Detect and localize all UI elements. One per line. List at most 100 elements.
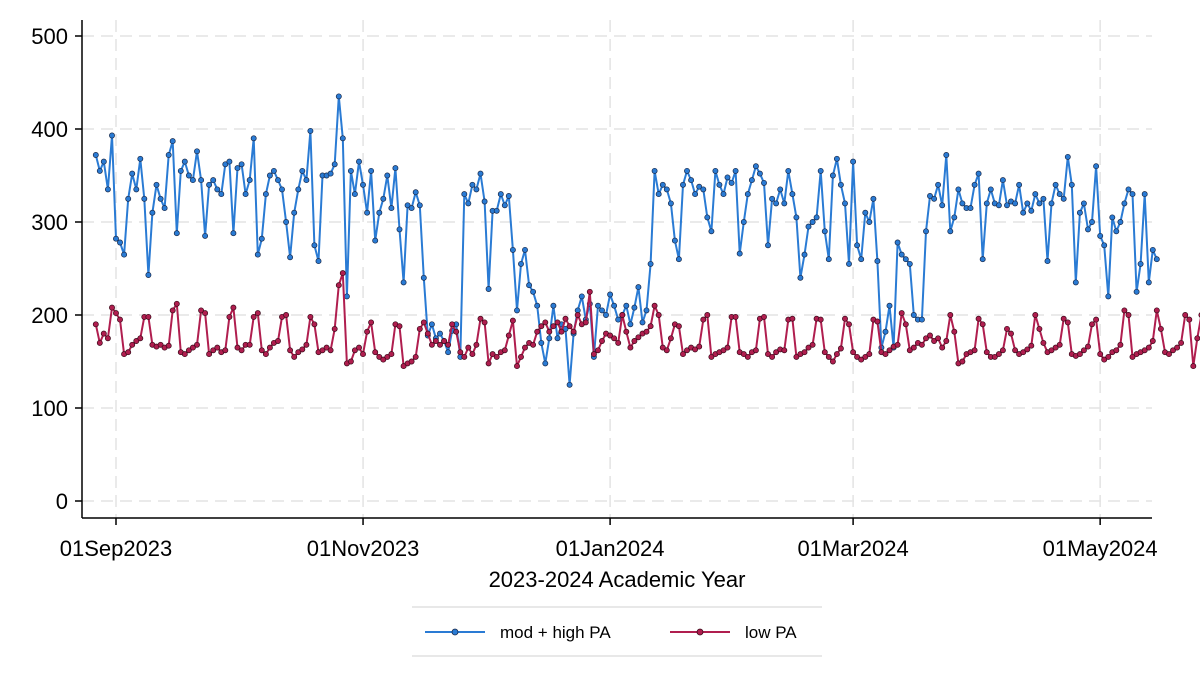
data-point (230, 304, 237, 311)
data-point (898, 251, 905, 258)
data-point (96, 339, 103, 346)
data-point (599, 338, 605, 344)
data-point (96, 167, 103, 174)
data-point (335, 93, 342, 100)
data-point (894, 341, 901, 348)
data-point (623, 302, 630, 309)
data-point (368, 319, 375, 326)
data-point (481, 198, 488, 205)
data-point (113, 310, 119, 317)
data-point (724, 174, 731, 181)
y-tick-label: 400 (31, 117, 68, 142)
data-point (951, 328, 958, 335)
data-point (744, 191, 751, 198)
data-point (866, 219, 873, 225)
data-point (364, 328, 371, 335)
data-point (858, 256, 865, 263)
data-point (1129, 353, 1136, 360)
data-point (279, 186, 285, 193)
data-point (809, 219, 816, 225)
data-point (842, 200, 848, 207)
data-point (1024, 200, 1031, 207)
data-point (1072, 279, 1079, 286)
data-point (667, 335, 674, 342)
data-point (473, 186, 480, 193)
data-point (125, 349, 132, 356)
data-point (185, 347, 192, 354)
data-point (975, 170, 982, 177)
legend-label-mod-high-pa: mod + high PA (500, 623, 611, 642)
legend-item-mod-high-pa: mod + high PA (425, 623, 611, 642)
data-point (1101, 242, 1108, 249)
data-point (485, 286, 492, 292)
data-point (1141, 347, 1148, 354)
data-point (546, 335, 553, 342)
data-point (372, 349, 379, 356)
data-point (906, 260, 913, 267)
data-point (493, 353, 500, 360)
data-point (894, 239, 901, 246)
data-point (303, 341, 310, 348)
data-point (744, 353, 751, 360)
data-point (947, 228, 954, 235)
data-point (789, 315, 796, 322)
data-point (432, 338, 439, 344)
data-point (307, 127, 314, 134)
data-point (311, 242, 318, 249)
data-point (939, 202, 946, 209)
data-point (574, 312, 581, 318)
data-point (145, 272, 152, 278)
data-point (181, 158, 188, 165)
data-point (959, 358, 966, 365)
data-point (821, 349, 828, 356)
data-point (1012, 347, 1019, 354)
data-point (805, 223, 812, 230)
data-point (501, 202, 508, 209)
data-point (898, 310, 905, 317)
data-point (1190, 363, 1197, 370)
data-point (250, 135, 257, 142)
series-layer (92, 93, 1200, 388)
data-point (821, 228, 828, 235)
data-point (214, 186, 221, 193)
data-point (1028, 207, 1035, 214)
data-point (129, 341, 136, 348)
data-point (902, 256, 909, 263)
data-point (481, 319, 488, 326)
data-point (1080, 200, 1087, 207)
data-point (599, 307, 605, 314)
legend: mod + high PA low PA (412, 606, 822, 657)
data-point (1036, 200, 1043, 207)
data-point (586, 288, 593, 295)
y-tick-label: 0 (56, 489, 68, 514)
data-point (356, 344, 362, 351)
data-point (198, 307, 205, 314)
data-point (562, 315, 569, 322)
data-point (420, 319, 427, 326)
data-point (501, 347, 508, 354)
data-point (392, 165, 399, 172)
data-point (437, 341, 443, 348)
series-low-pa (92, 270, 1200, 370)
data-point (923, 335, 929, 342)
data-point (631, 304, 638, 311)
data-point (356, 158, 362, 165)
data-point (619, 312, 626, 318)
data-point (906, 347, 913, 354)
data-point (335, 282, 342, 289)
data-point (1064, 319, 1071, 326)
data-point (469, 351, 476, 358)
data-point (1178, 339, 1185, 346)
data-point (773, 200, 780, 207)
data-point (104, 186, 111, 193)
data-point (437, 330, 443, 337)
data-point (902, 321, 909, 328)
data-point (372, 237, 379, 244)
data-point (663, 347, 670, 354)
data-point (218, 191, 225, 198)
data-point (202, 232, 209, 239)
data-point (1153, 307, 1160, 314)
data-point (92, 152, 99, 158)
data-point (489, 351, 496, 358)
